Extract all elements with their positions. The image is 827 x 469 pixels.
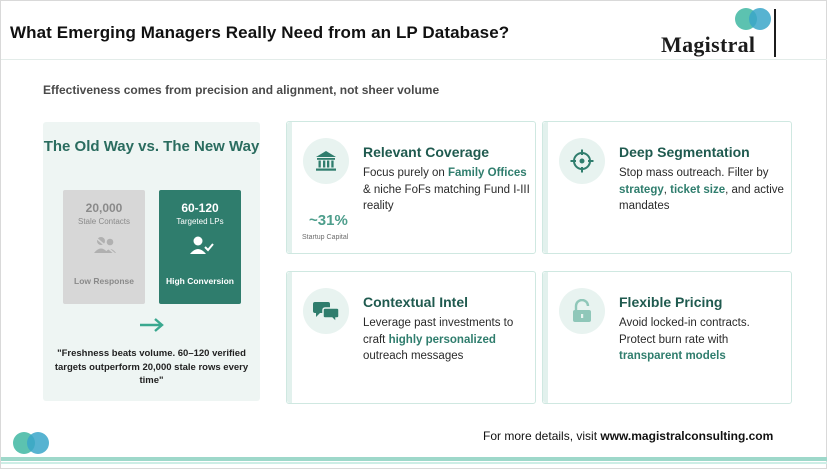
card-text: Stop mass outreach. Filter by strategy, …: [619, 165, 787, 215]
footer-divider-light: [1, 462, 827, 464]
crosshair-icon-badge: [559, 138, 605, 184]
user-check-icon: [190, 236, 214, 254]
card-title: Contextual Intel: [363, 294, 469, 310]
subtitle: Effectiveness comes from precision and a…: [43, 83, 440, 97]
unlock-icon: [573, 299, 591, 322]
highlight-text: ticket size: [670, 183, 726, 196]
startup-capital-label: Startup Capital: [302, 234, 349, 241]
old-way-label: Stale Contacts: [77, 217, 131, 226]
chat-bubbles-icon-badge: [303, 288, 349, 334]
card-deep-segmentation: Deep Segmentation Stop mass outreach. Fi…: [542, 121, 792, 254]
bank-icon: [316, 151, 336, 171]
card-accent-bar: [287, 122, 292, 253]
text-segment: Avoid locked-in contracts. Protect burn …: [619, 317, 750, 346]
footer-divider: [1, 457, 827, 461]
users-icon: [94, 236, 116, 255]
crosshair-icon: [570, 149, 594, 173]
card-title: Deep Segmentation: [619, 144, 750, 160]
text-segment: Focus purely on: [363, 167, 449, 179]
comparison-quote: "Freshness beats volume. 60–120 verified…: [54, 348, 249, 386]
card-title: Flexible Pricing: [619, 294, 723, 310]
chat-bubbles-icon: [313, 302, 339, 323]
header-divider: [1, 59, 827, 60]
card-accent-bar: [287, 272, 292, 403]
comparison-panel: The Old Way vs. The New Way 20,000 Stale…: [43, 122, 260, 401]
highlight-text: strategy: [619, 183, 664, 196]
text-segment: Leverage past investments to craft: [363, 317, 514, 346]
new-way-number: 60-120: [181, 201, 219, 215]
unlock-icon-badge: [559, 288, 605, 334]
card-text: Avoid locked-in contracts. Protect burn …: [619, 315, 787, 365]
footer-website-link[interactable]: www.magistralconsulting.com: [600, 429, 774, 443]
magistral-logo[interactable]: Magistral: [661, 7, 781, 57]
new-way-label: Targeted LPs: [176, 217, 224, 226]
text-segment: Stop mass outreach. Filter by: [619, 167, 769, 179]
card-accent-bar: [543, 122, 548, 253]
logo-text: Magistral: [661, 32, 756, 57]
highlight-text: transparent models: [619, 350, 726, 362]
comparison-title: The Old Way vs. The New Way: [43, 138, 260, 155]
card-relevant-coverage: ~31% Startup Capital Relevant Coverage F…: [286, 121, 536, 254]
text-segment: outreach messages: [363, 350, 464, 362]
footer-logo-circles-icon: [13, 432, 49, 454]
logo-divider: [774, 9, 776, 57]
highlight-text: highly personalized: [388, 333, 496, 346]
card-accent-bar: [543, 272, 548, 403]
card-text: Focus purely on Family Offices & niche F…: [363, 165, 531, 215]
footer-label: For more details, visit: [483, 429, 601, 443]
old-way-number: 20,000: [85, 201, 123, 215]
page-title: What Emerging Managers Really Need from …: [10, 23, 510, 42]
highlight-text: Family Offices: [448, 167, 527, 179]
text-segment: ,: [663, 183, 671, 196]
old-way-footer: Low Response: [74, 276, 134, 286]
arrow-right-icon: [140, 318, 164, 332]
new-way-footer: High Conversion: [165, 276, 234, 286]
new-way-box: 60-120 Targeted LPs High Conversion: [159, 190, 241, 304]
footer-text: For more details, visit www.magistralcon…: [483, 429, 773, 443]
text-segment: , and active mandates: [619, 183, 784, 213]
card-title: Relevant Coverage: [363, 144, 490, 160]
bank-icon-badge: [303, 138, 349, 184]
logo-circles-icon: [735, 8, 771, 30]
card-text: Leverage past investments to craft highl…: [363, 315, 531, 365]
card-contextual-intel: Contextual Intel Leverage past investmen…: [286, 271, 536, 404]
startup-capital-value: ~31%: [309, 212, 348, 229]
old-way-box: 20,000 Stale Contacts Low Response: [63, 190, 145, 304]
text-segment: & niche FoFs matching Fund I-III reality: [363, 183, 530, 213]
card-flexible-pricing: Flexible Pricing Avoid locked-in contrac…: [542, 271, 792, 404]
